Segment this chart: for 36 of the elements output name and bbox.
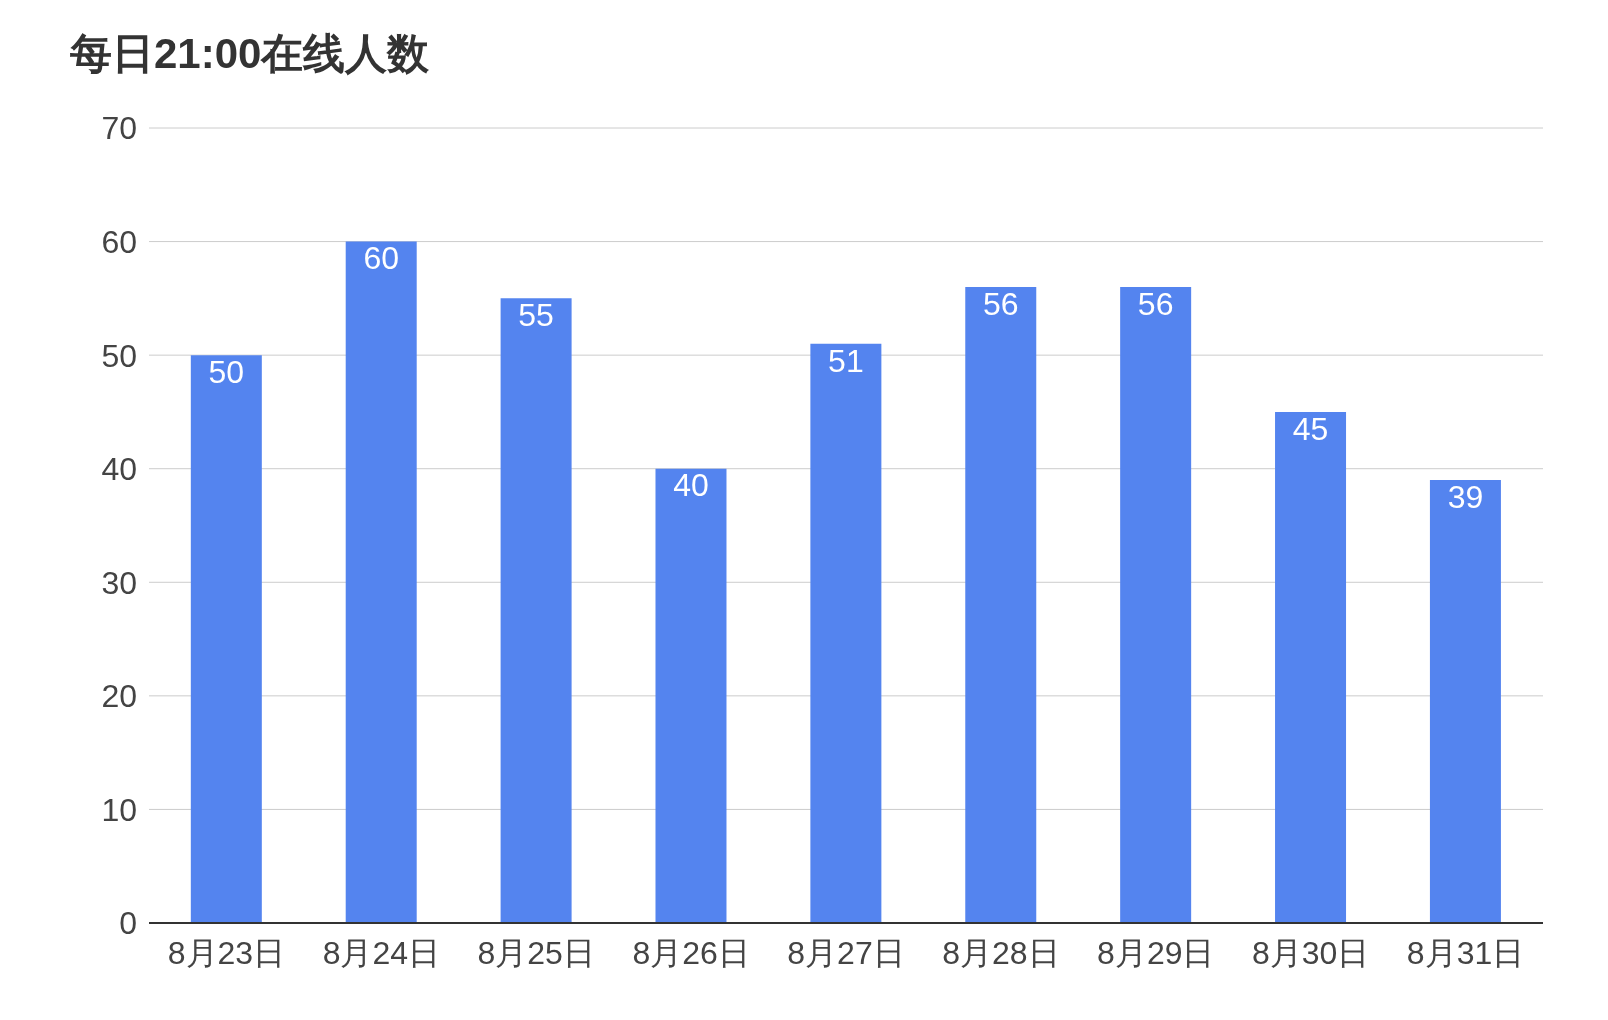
bar [655,468,727,923]
data-label: 39 [1447,478,1484,515]
y-tick-label: 10 [101,791,137,828]
data-label: 60 [363,240,400,277]
x-tick-label: 8月26日 [632,934,750,971]
x-tick-label: 8月28日 [942,934,1060,971]
data-label: 56 [1137,285,1174,322]
x-tick-label: 8月25日 [477,934,595,971]
data-label: 55 [518,297,554,334]
x-tick-label: 8月23日 [167,934,286,971]
bar [345,241,417,923]
bar [190,355,262,923]
bar [965,287,1037,923]
x-tick-label: 8月27日 [787,934,905,971]
x-tick-label: 8月24日 [322,934,441,971]
y-tick-label: 70 [101,110,137,147]
y-tick-label: 20 [101,678,137,715]
bar [500,298,572,923]
x-tick-label: 8月29日 [1097,934,1215,971]
y-tick-label: 60 [101,223,137,260]
bar [1120,287,1192,923]
y-tick-label: 40 [101,451,137,488]
x-tick-label: 8月31日 [1406,934,1525,971]
y-tick-label: 30 [101,564,137,601]
data-label: 50 [208,353,245,390]
bar [810,343,882,923]
data-label: 51 [828,342,864,379]
chart-title: 每日21:00在线人数 [70,29,430,79]
y-tick-label: 0 [119,905,137,942]
x-tick-label: 8月30日 [1251,934,1370,971]
y-tick-label: 50 [101,337,137,374]
data-label: 56 [982,285,1019,322]
data-label: 45 [1292,410,1329,447]
bar [1429,480,1501,923]
data-label: 40 [673,467,709,504]
bar [1275,411,1347,923]
